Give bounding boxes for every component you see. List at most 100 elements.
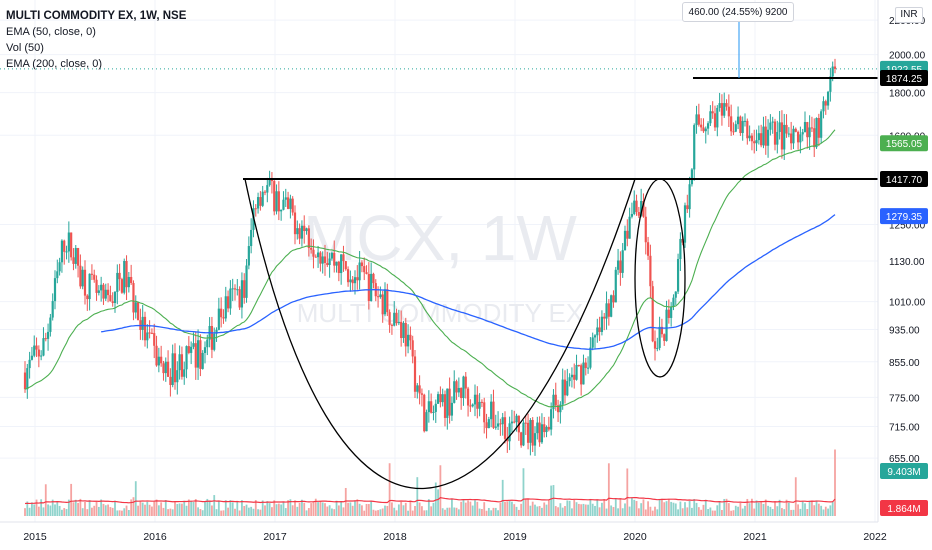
candle-body: [418, 385, 421, 394]
volume-bar: [637, 508, 640, 516]
volume-bar: [469, 501, 472, 516]
symbol-title[interactable]: MULTI COMMODITY EX, 1W, NSE: [6, 10, 187, 22]
volume-bar: [340, 501, 343, 516]
volume-bar: [492, 507, 495, 516]
candle-body: [469, 405, 472, 407]
volume-bar: [363, 510, 366, 516]
volume-bar: [181, 503, 183, 516]
volume-bar: [234, 508, 236, 516]
candle-body: [531, 419, 534, 446]
candle-body: [76, 247, 80, 266]
volume-bar: [612, 507, 615, 516]
volume-bar: [633, 499, 636, 516]
candle-body: [395, 312, 398, 324]
candle-body: [376, 296, 380, 298]
candle-body: [250, 229, 253, 247]
price-tick-label: 655.00: [889, 454, 920, 465]
volume-bar: [522, 468, 525, 516]
candle-body: [524, 422, 527, 424]
candle-body: [231, 288, 234, 290]
volume-bar: [374, 510, 377, 516]
volume-bar: [794, 477, 797, 516]
candle-body: [496, 423, 500, 427]
candle-body: [360, 262, 364, 267]
candle-body: [79, 265, 82, 287]
candle-body: [83, 269, 87, 296]
volume-bar: [153, 501, 156, 516]
candle-body: [623, 230, 627, 251]
volume-bar: [481, 509, 483, 516]
volume-bar: [335, 500, 338, 516]
candle-body: [773, 121, 777, 145]
candle-body: [573, 374, 576, 380]
volume-bar: [457, 509, 460, 516]
candle-body: [109, 295, 112, 302]
candle-body: [162, 363, 165, 374]
volume-bar: [349, 502, 352, 516]
candle-body: [829, 76, 832, 92]
candle-body: [233, 288, 237, 290]
volume-bar: [711, 510, 714, 516]
candle-body: [245, 265, 248, 298]
candle-body: [102, 284, 105, 299]
volume-bar: [33, 504, 36, 516]
volume-bar: [778, 499, 781, 516]
candle-body: [633, 200, 636, 214]
volume-bar: [321, 502, 324, 516]
candle-body: [199, 340, 202, 369]
volume-bar: [42, 507, 45, 516]
candle-body: [559, 404, 562, 413]
candle-body: [88, 273, 91, 300]
indicator-volume[interactable]: Vol (50): [6, 42, 44, 54]
volume-bar: [40, 499, 43, 516]
price-tag-text: 1417.70: [886, 175, 923, 186]
candle-body: [432, 411, 435, 413]
candle-body: [346, 269, 350, 283]
volume-bar: [167, 509, 169, 516]
volume-bar: [577, 503, 580, 516]
indicator-ema50[interactable]: EMA (50, close, 0): [6, 26, 96, 38]
volume-bar: [589, 498, 592, 516]
volume-bar: [432, 502, 435, 516]
volume-bar: [474, 500, 476, 516]
volume-bar: [132, 497, 135, 516]
candle-body: [690, 169, 694, 185]
candle-body: [446, 388, 449, 418]
candle-body: [593, 335, 597, 338]
volume-bar: [444, 509, 446, 516]
indicator-ema200[interactable]: EMA (200, close, 0): [6, 58, 102, 70]
candle-body: [273, 181, 276, 212]
volume-bar: [236, 501, 239, 516]
candle-body: [247, 246, 250, 266]
candle-body: [173, 353, 177, 383]
candle-body: [820, 111, 823, 138]
volume-bar: [109, 507, 112, 516]
volume-bar: [220, 510, 223, 516]
volume-bar: [776, 506, 779, 516]
currency-button[interactable]: INR: [895, 7, 923, 23]
volume-bar: [508, 500, 511, 516]
volume-bar: [344, 487, 347, 516]
candle-body: [263, 191, 267, 193]
volume-bar: [298, 502, 301, 516]
volume-bar: [148, 504, 151, 516]
price-tag-text: 1565.05: [886, 139, 923, 150]
volume-bar: [524, 498, 527, 516]
candle-body: [720, 103, 724, 116]
candle-body: [554, 394, 557, 406]
candle-body: [649, 255, 652, 287]
volume-bar: [820, 505, 823, 516]
volume-bar: [601, 502, 603, 516]
candle-body: [550, 409, 553, 430]
time-axis[interactable]: 2015 2016 2017 2018 2019 2020 2021 2022: [0, 521, 887, 543]
candle-body: [217, 308, 220, 330]
candle-body: [556, 405, 560, 413]
candle-body: [660, 326, 664, 335]
candle-body: [176, 370, 179, 383]
candle-body: [298, 228, 301, 239]
volume-bar: [667, 498, 670, 516]
volume-bar: [781, 508, 783, 516]
volume-bar: [764, 499, 767, 516]
volume-bar: [771, 508, 774, 516]
